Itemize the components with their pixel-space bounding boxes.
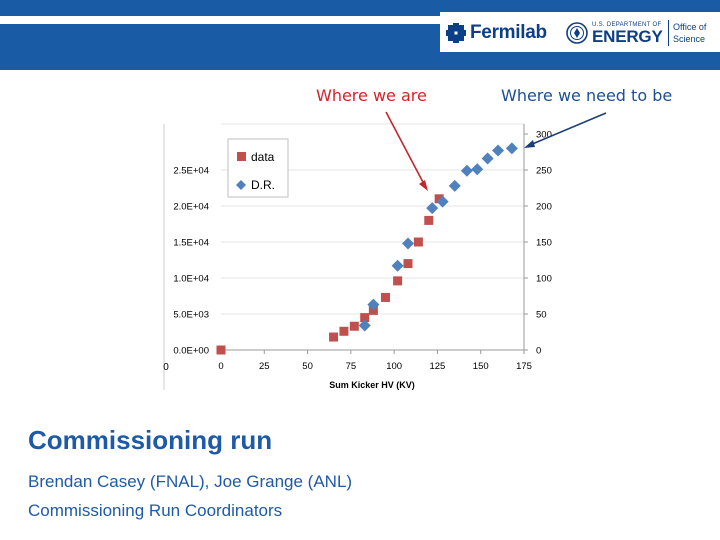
doe-energy: ENERGY (592, 26, 663, 46)
legend-data-label: data (251, 150, 275, 164)
data-point (403, 259, 413, 269)
where-we-need-to-be-label: Where we need to be (501, 86, 673, 105)
y-right-tick-label: 50 (536, 310, 547, 321)
data-point (380, 292, 390, 302)
dr-point (460, 164, 473, 177)
data-point (360, 313, 370, 323)
x-axis-label: Sum Kicker HV (KV) (329, 380, 415, 390)
chart-legend: data D.R. (227, 138, 289, 198)
fermilab-logo: Fermilab (446, 20, 547, 46)
data-point (413, 237, 423, 247)
x-tick-label: 50 (302, 361, 313, 372)
data-point (339, 326, 349, 336)
header-stripe (0, 16, 440, 24)
brand-panel (440, 12, 720, 52)
y-right-tick-label: 200 (536, 202, 552, 213)
office-of-science: Office of Science (673, 21, 706, 45)
y-left-tick-label: 2.0E+04 (173, 202, 209, 213)
where-we-are-arrow (385, 111, 426, 187)
data-point (434, 194, 444, 204)
x-tick-label: 25 (259, 361, 270, 372)
slide-title: Commissioning run (28, 425, 273, 455)
dr-point (492, 144, 505, 157)
y-right-tick-label: 250 (536, 166, 552, 177)
legend-dr-marker (236, 180, 246, 190)
dr-point (367, 298, 380, 311)
role-line: Commissioning Run Coordinators (28, 501, 283, 520)
data-point (349, 321, 359, 331)
legend-box (227, 138, 289, 198)
legend-dr-label: D.R. (251, 178, 275, 192)
kicker-scatter-chart: 0.0E+00 5.0E+03 1.0E+04 1.5E+04 2.0E+04 2.5E+… (163, 111, 607, 390)
doe-logo: U.S. DEPARTMENT OF ENERGY (566, 18, 663, 48)
y-right-tick-label: 150 (536, 238, 552, 249)
x-tick-label: 100 (386, 361, 402, 372)
x-tick-label: 0 (218, 361, 223, 372)
y-left-tick-label: 5.0E+03 (173, 310, 209, 321)
fermilab-mark-icon (446, 23, 466, 43)
office-line-2: Science (673, 34, 706, 44)
plot-background (164, 122, 544, 390)
y-left-tick-label: 1.0E+04 (173, 274, 209, 285)
doe-department: U.S. DEPARTMENT OF (592, 21, 662, 28)
dr-point (401, 237, 414, 250)
authors-line: Brendan Casey (FNAL), Joe Grange (ANL) (28, 472, 353, 491)
y-right-tick-label: 0 (536, 346, 541, 357)
dr-point (505, 142, 518, 155)
where-we-are-arrowhead (419, 180, 428, 191)
where-we-need-to-be-arrowhead (524, 140, 535, 148)
stray-zero-label: 0 (163, 362, 169, 373)
dr-point (426, 202, 439, 215)
x-tick-label: 75 (346, 361, 357, 372)
dr-point (391, 259, 404, 272)
doe-divider (668, 20, 669, 46)
data-point (393, 276, 403, 286)
data-point (329, 332, 339, 342)
dr-point (358, 319, 371, 332)
y-left-tick-label: 2.5E+04 (173, 166, 209, 177)
data-point (216, 345, 226, 355)
y-right-tick-label: 300 (536, 130, 552, 141)
data-point (424, 215, 434, 225)
where-we-need-to-be-arrow (529, 112, 607, 146)
where-we-are-label: Where we are (316, 86, 427, 105)
doe-seal-icon (566, 22, 588, 44)
office-line-1: Office of (673, 22, 707, 32)
y-right-tick-label: 100 (536, 274, 552, 285)
fermilab-name: Fermilab (470, 22, 547, 43)
x-tick-label: 125 (429, 361, 445, 372)
dr-point (481, 152, 494, 165)
dr-point (471, 163, 484, 176)
dr-point (448, 179, 461, 192)
legend-data-marker (237, 152, 246, 161)
x-tick-label: 175 (516, 361, 532, 372)
y-left-tick-label: 0.0E+00 (173, 346, 209, 357)
dr-point (436, 195, 449, 208)
x-tick-label: 150 (473, 361, 489, 372)
y-left-tick-label: 1.5E+04 (173, 238, 209, 249)
